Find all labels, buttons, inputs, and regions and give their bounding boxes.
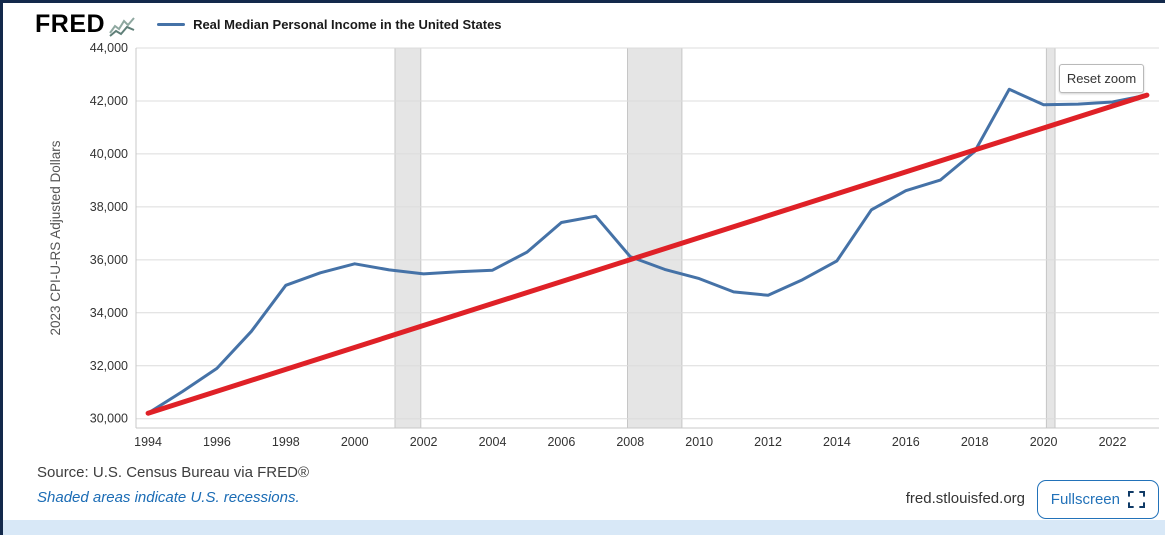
x-tick-label: 2022: [1099, 435, 1127, 449]
y-tick-label: 38,000: [90, 200, 128, 214]
fred-logo-text: FRED: [35, 9, 106, 38]
x-tick-label: 2008: [616, 435, 644, 449]
fred-site-link[interactable]: fred.stlouisfed.org: [905, 490, 1025, 507]
recession-band: [394, 47, 422, 429]
y-tick-label: 32,000: [90, 359, 128, 373]
y-tick-label: 42,000: [90, 94, 128, 108]
y-tick-label: 36,000: [90, 253, 128, 267]
recession-band: [627, 47, 683, 429]
source-text: Source: U.S. Census Bureau via FRED®: [37, 464, 309, 481]
x-tick-label: 2014: [823, 435, 851, 449]
fullscreen-label: Fullscreen: [1050, 491, 1120, 508]
fullscreen-expand-icon: [1128, 491, 1145, 508]
x-tick-label: 2016: [892, 435, 920, 449]
legend-item-income[interactable]: Real Median Personal Income in the Unite…: [157, 16, 502, 32]
income-series-line: [146, 87, 1149, 415]
x-tick-label: 2010: [685, 435, 713, 449]
y-tick-label: 34,000: [90, 306, 128, 320]
trend-line: [145, 92, 1150, 416]
x-tick-label: 2000: [341, 435, 369, 449]
chart-header: FRED Real Median Personal Income in the …: [35, 7, 502, 41]
chart-canvas[interactable]: 30,000 32,000 34,000 36,000 38,000 40,000 42,0…: [3, 3, 1165, 461]
y-axis-title: 2023 CPI-U-RS Adjusted Dollars: [48, 140, 63, 335]
bottom-accent-strip: [3, 520, 1165, 535]
y-tick-label: 30,000: [90, 412, 128, 426]
x-tick-label: 2002: [410, 435, 438, 449]
fred-logo-chart-icon: [109, 16, 135, 37]
x-tick-label: 1994: [134, 435, 162, 449]
x-tick-label: 1996: [203, 435, 231, 449]
x-tick-label: 2012: [754, 435, 782, 449]
reset-zoom-button[interactable]: Reset zoom: [1059, 64, 1144, 93]
x-tick-label: 1998: [272, 435, 300, 449]
x-tick-label: 2020: [1030, 435, 1058, 449]
x-tick-label: 2004: [479, 435, 507, 449]
y-tick-label: 44,000: [90, 41, 128, 55]
fullscreen-button[interactable]: Fullscreen: [1036, 480, 1159, 519]
legend-label: Real Median Personal Income in the Unite…: [193, 16, 502, 32]
series-line-sample: [157, 22, 186, 26]
recession-note-link[interactable]: Shaded areas indicate U.S. recessions.: [37, 489, 300, 506]
y-tick-label: 40,000: [90, 147, 128, 161]
fred-logo[interactable]: FRED: [35, 9, 135, 38]
x-tick-label: 2006: [547, 435, 575, 449]
x-tick-label: 2018: [961, 435, 989, 449]
